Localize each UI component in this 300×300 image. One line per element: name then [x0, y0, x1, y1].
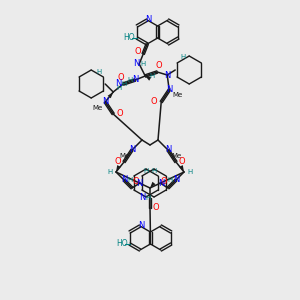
- Text: H: H: [188, 169, 193, 175]
- Text: H: H: [146, 195, 151, 201]
- Text: O: O: [179, 158, 185, 166]
- Text: O: O: [115, 158, 121, 166]
- Text: N: N: [139, 194, 145, 202]
- Polygon shape: [145, 76, 151, 81]
- Text: O: O: [156, 61, 163, 70]
- Text: H: H: [167, 177, 172, 183]
- Text: N: N: [166, 85, 172, 94]
- Text: H: H: [128, 77, 133, 83]
- Polygon shape: [108, 92, 113, 98]
- Text: N: N: [102, 98, 108, 106]
- Text: Me: Me: [92, 105, 102, 111]
- Polygon shape: [150, 182, 156, 188]
- Text: H: H: [143, 168, 148, 174]
- Text: N: N: [173, 176, 179, 184]
- Text: H: H: [117, 85, 122, 91]
- Polygon shape: [116, 165, 121, 172]
- Text: O: O: [153, 203, 159, 212]
- Text: O: O: [135, 47, 142, 56]
- Text: O: O: [161, 178, 167, 187]
- Text: HO: HO: [123, 34, 135, 43]
- Text: N: N: [158, 178, 164, 188]
- Text: Me: Me: [172, 92, 182, 98]
- Text: H: H: [152, 168, 157, 174]
- Text: N: N: [136, 178, 142, 188]
- Text: O: O: [151, 98, 158, 106]
- Text: Me: Me: [119, 153, 129, 159]
- Text: HO: HO: [116, 239, 127, 248]
- Text: H: H: [122, 81, 127, 87]
- Text: Me: Me: [171, 153, 181, 159]
- Text: N: N: [133, 59, 140, 68]
- Polygon shape: [179, 165, 184, 172]
- Text: H: H: [128, 177, 133, 183]
- Text: H: H: [141, 61, 146, 67]
- Text: H: H: [97, 69, 102, 75]
- Text: N: N: [129, 146, 135, 154]
- Text: O: O: [117, 110, 124, 118]
- Text: N: N: [138, 221, 144, 230]
- Text: H: H: [150, 73, 155, 79]
- Text: O: O: [118, 73, 124, 82]
- Text: N: N: [132, 76, 138, 85]
- Text: O: O: [133, 178, 139, 187]
- Text: N: N: [121, 176, 127, 184]
- Text: N: N: [164, 70, 170, 80]
- Text: N: N: [145, 16, 152, 25]
- Text: N: N: [165, 146, 171, 154]
- Text: H: H: [181, 54, 186, 60]
- Text: H: H: [107, 169, 112, 175]
- Text: N: N: [115, 80, 122, 88]
